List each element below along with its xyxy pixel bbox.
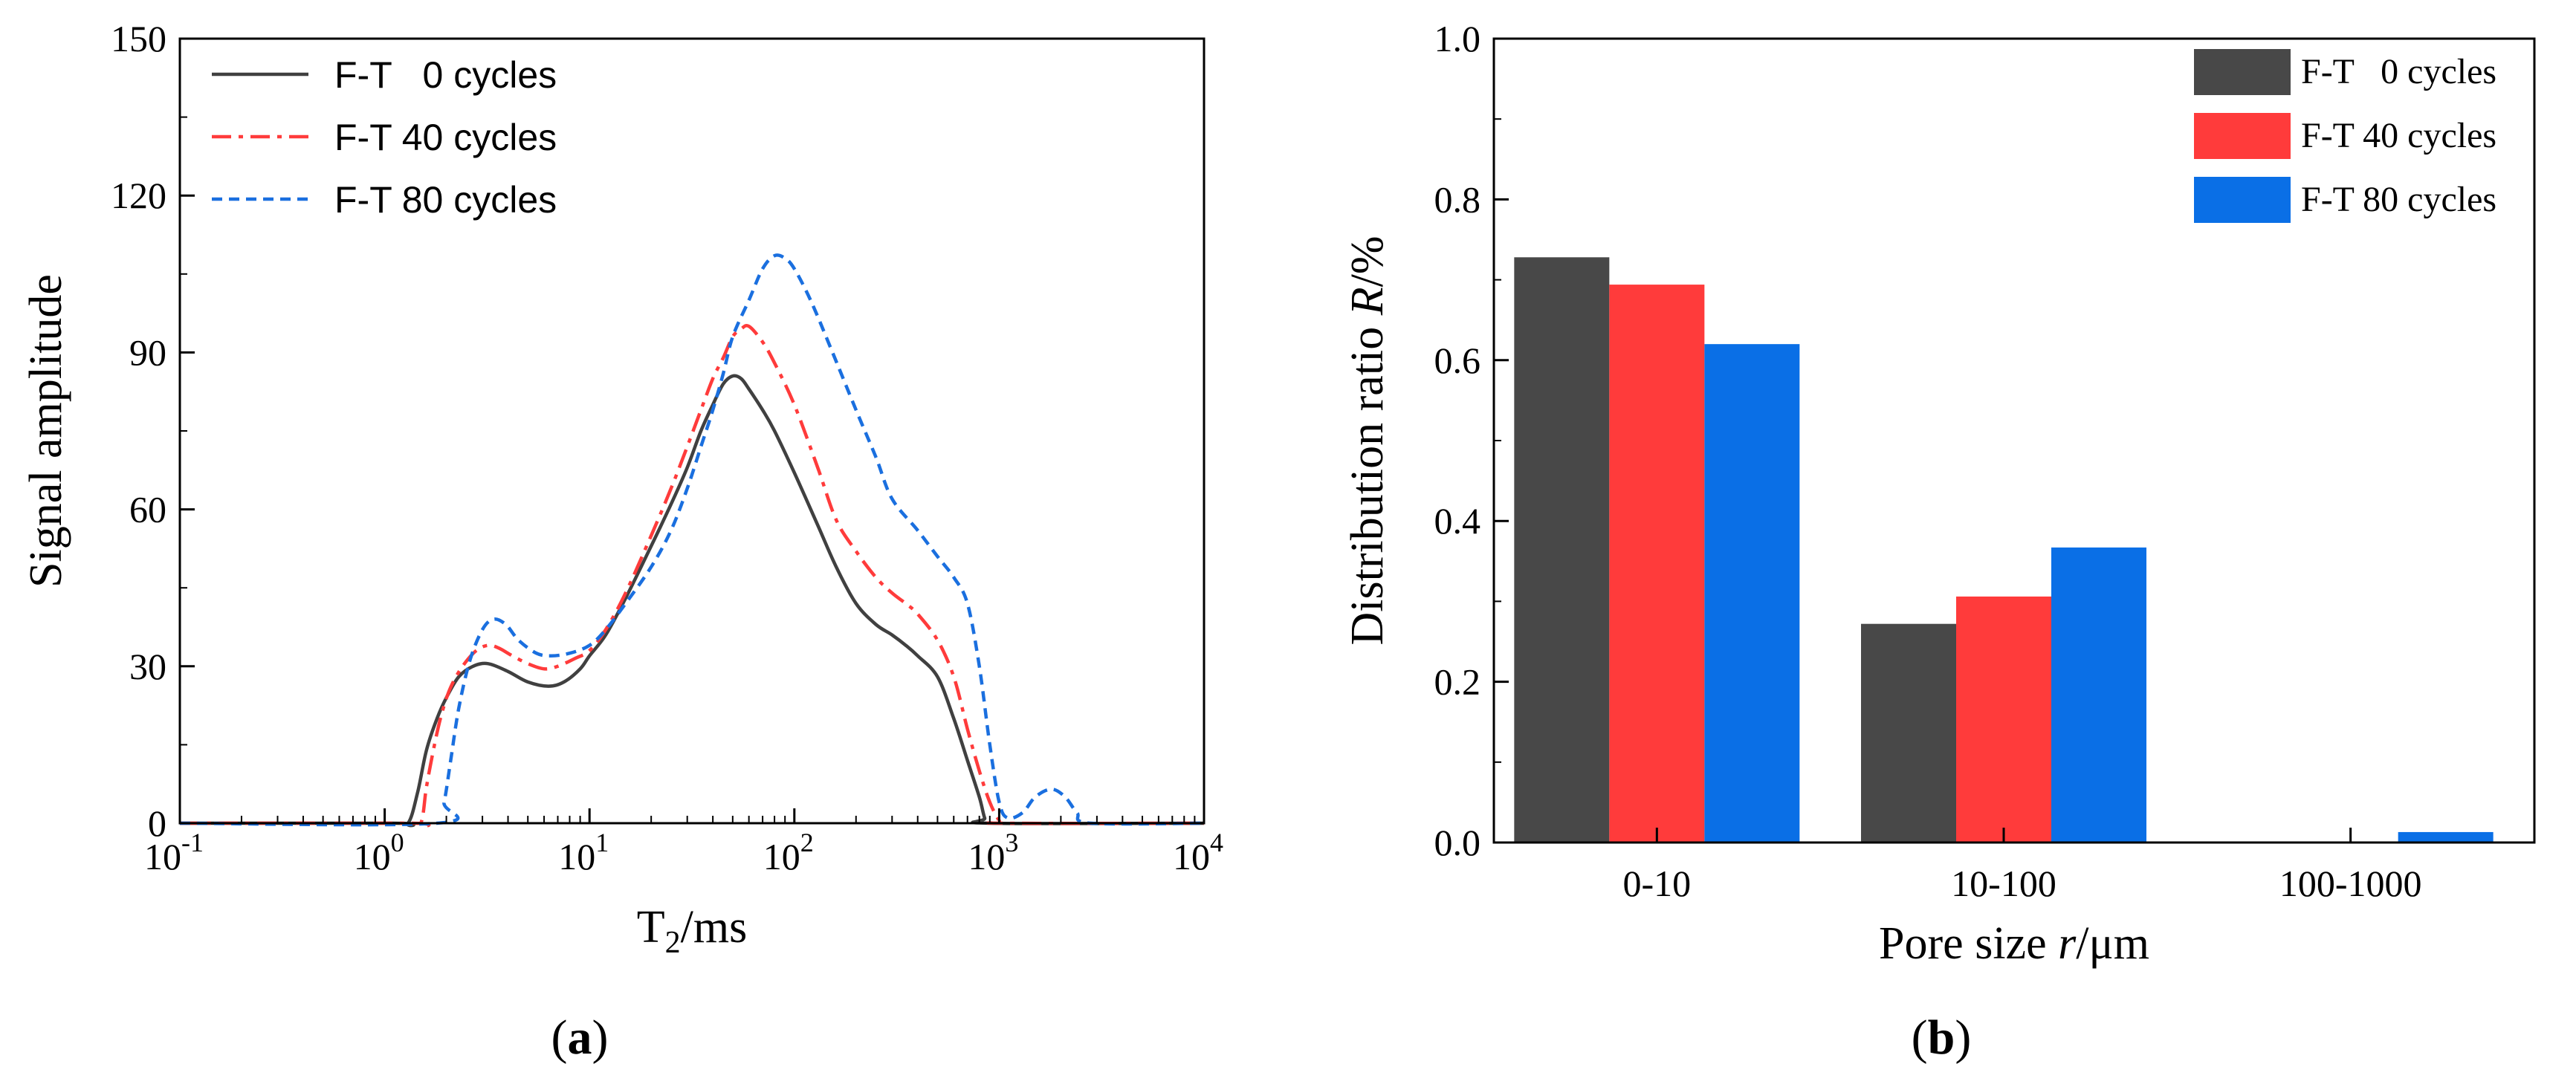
- panel-b-bar-1-1: [1956, 596, 2051, 843]
- panel-a-legend-label-0: F-T 0 cycles: [334, 54, 557, 96]
- panel-b-legend-swatch-0: [2194, 49, 2291, 95]
- panel-a-y-axis-label: Signal amplitude: [21, 274, 71, 588]
- panel-a-x-tick-label: 100: [354, 828, 404, 877]
- panel-b-bar-1-0: [1861, 623, 1956, 843]
- panel-b-bar-1-2: [2051, 547, 2146, 843]
- panel-b-y-tick-label: 0.6: [1434, 340, 1481, 381]
- panel-b-category-label-0: 0-10: [1623, 863, 1692, 904]
- panel-b-x-axis-label: Pore size r/μm: [1879, 918, 2149, 969]
- panel-b-legend-swatch-2: [2194, 177, 2291, 223]
- panel-b-bar-0-2: [1704, 344, 1800, 843]
- panel-a-series-lines: [179, 253, 1205, 828]
- panel-b-y-tick-label: 0.4: [1434, 500, 1481, 542]
- panel-b-category-label-2: 100-1000: [2279, 863, 2422, 904]
- panel-b-bar-2-2: [2398, 831, 2494, 843]
- panel-a-x-tick-label: 102: [763, 828, 814, 877]
- panel-a-y-tick-label: 0: [148, 802, 166, 844]
- panel-a-x-tick-label: 103: [968, 828, 1018, 877]
- panel-b-y-tick-label: 0.0: [1434, 822, 1481, 863]
- panel-a-y-tick-label: 60: [129, 489, 166, 530]
- panel-b-x-ticks: 0-10 10-100 100-1000: [1623, 828, 2422, 904]
- panel-b-y-tick-label: 1.0: [1434, 18, 1481, 59]
- panel-a-x-tick-label: 104: [1173, 828, 1223, 877]
- panel-a-y-tick-label: 150: [111, 18, 166, 59]
- panel-a-legend-label-1: F-T 40 cycles: [334, 117, 557, 158]
- panel-b-caption: (b): [1912, 1010, 1972, 1065]
- panel-a-x-tick-label: 101: [558, 828, 609, 877]
- panel-b-legend-label-0: F-T 0 cycles: [2301, 52, 2496, 91]
- panel-b-legend-label-2: F-T 80 cycles: [2301, 180, 2496, 219]
- panel-a-x-ticks: 10-1 100 101 102 103 104: [144, 808, 1223, 877]
- panel-a-y-tick-label: 120: [111, 175, 166, 216]
- panel-b-y-tick-label: 0.8: [1434, 178, 1481, 220]
- panel-a-legend-label-2: F-T 80 cycles: [334, 179, 557, 221]
- panel-b-category-label-1: 10-100: [1951, 863, 2056, 904]
- panel-a-series-line-1: [180, 323, 1205, 828]
- panel-b-y-ticks: 0.0 0.2 0.4 0.6 0.8 1.0: [1434, 18, 1509, 863]
- panel-b-bar-0-0: [1514, 257, 1610, 843]
- panel-a-y-ticks: 0 30 60 90 120 150: [111, 18, 195, 844]
- panel-b-bar-chart: 0.0 0.2 0.4 0.6 0.8 1.0 0-10 10-100 100-1000 Po…: [1342, 18, 2536, 1065]
- panel-a-y-tick-label: 90: [129, 331, 166, 373]
- panel-b-bar-0-1: [1609, 285, 1705, 843]
- panel-b-legend-label-1: F-T 40 cycles: [2301, 116, 2496, 155]
- panel-b-bars: [1514, 257, 2494, 843]
- panel-a-x-tick-label: 10-1: [144, 828, 204, 877]
- panel-b-legend-swatch-1: [2194, 113, 2291, 159]
- panel-a-caption: (a): [551, 1010, 609, 1065]
- panel-a-series-line-0: [180, 374, 1205, 828]
- panel-a-y-tick-label: 30: [129, 646, 166, 687]
- panel-b-y-axis-label: Distribution ratio R/%: [1342, 236, 1393, 645]
- panel-b-y-tick-label: 0.2: [1434, 661, 1481, 703]
- panel-a-x-axis-label: T2/ms: [637, 902, 747, 960]
- panel-a-series-line-2: [179, 253, 1205, 827]
- panel-a-legend: F-T 0 cycles F-T 40 cycles F-T 80 cycles: [212, 54, 557, 221]
- panel-b-legend: F-T 0 cycles F-T 40 cycles F-T 80 cycles: [2194, 49, 2496, 223]
